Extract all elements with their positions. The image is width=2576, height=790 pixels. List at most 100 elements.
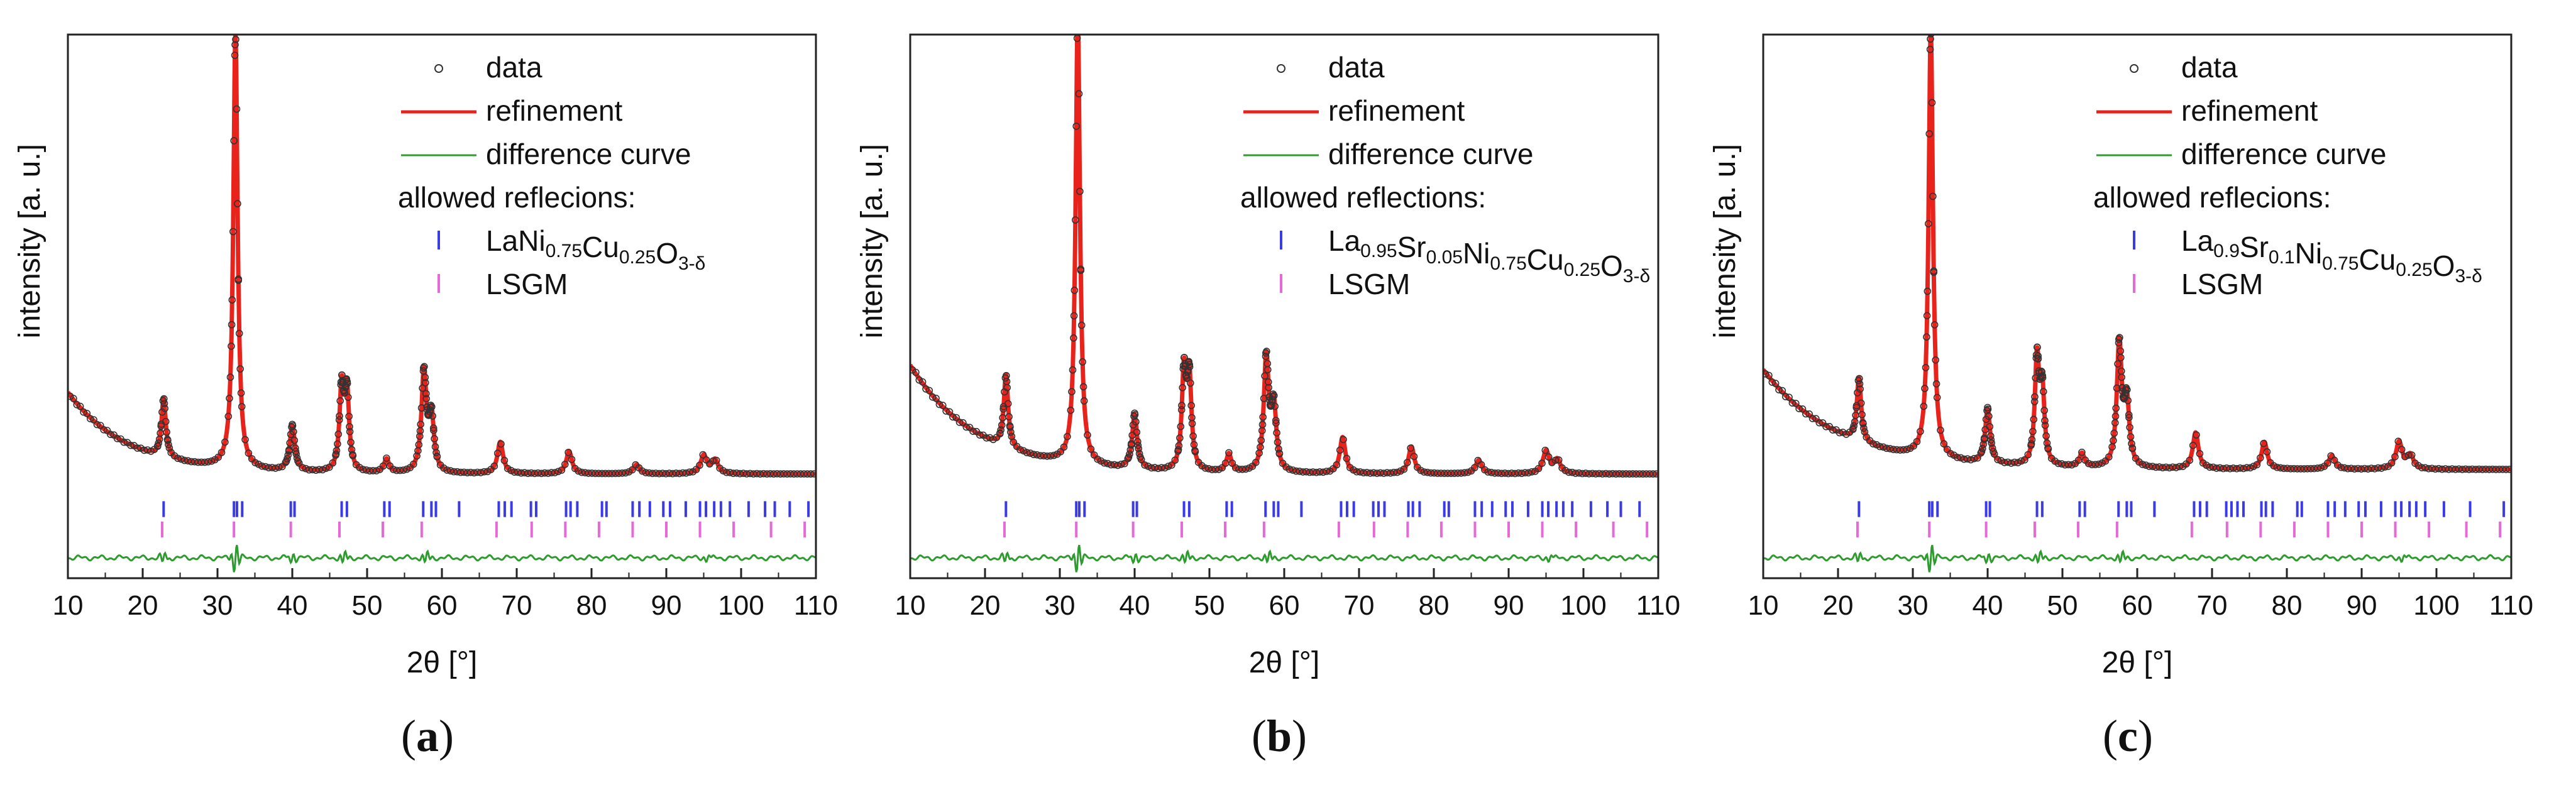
data-point (299, 464, 306, 471)
data-point (349, 451, 356, 459)
data-point (345, 412, 353, 420)
phase1-element: Sr (2240, 231, 2269, 263)
data-point (1970, 454, 1978, 463)
data-point (2017, 457, 2025, 465)
data-point (1269, 396, 1276, 403)
data-point (419, 384, 426, 392)
data-point (1653, 470, 1658, 478)
data-point (1924, 287, 1932, 295)
data-point (1072, 123, 1080, 130)
data-point (696, 461, 703, 469)
legend: data refinement difference curve allowed re… (1240, 51, 1650, 300)
data-point (2213, 464, 2220, 472)
chart-panel-a: 10 20 30 40 50 60 70 80 90 100 110 2θ [°] intensity … (13, 33, 838, 679)
data-point (1267, 402, 1274, 410)
data-point (1775, 386, 1783, 394)
data-point (1990, 447, 1997, 456)
data-point (2273, 463, 2281, 471)
data-point (160, 395, 168, 403)
legend-difference-label: difference curve (2181, 138, 2386, 170)
data-point (1272, 417, 1280, 424)
phase1-element: LaNi (486, 224, 546, 257)
data-point (100, 425, 107, 434)
data-point (389, 466, 397, 473)
legend-difference-label: difference curve (1328, 138, 1533, 170)
data-point (1179, 383, 1186, 392)
phase1-element: Ni (1463, 237, 1490, 270)
data-point (177, 455, 185, 463)
data-point (184, 457, 192, 465)
legend-refinement-label: refinement (486, 94, 623, 127)
data-point (652, 469, 660, 477)
data-point (1856, 375, 1863, 383)
phase1-subscript: 0.75 (2322, 253, 2359, 274)
data-point (497, 440, 505, 448)
data-point (2030, 398, 2039, 405)
data-point (272, 464, 280, 472)
data-point (2078, 448, 2086, 456)
data-point (1360, 469, 1367, 477)
data-point (1932, 356, 1939, 364)
data-point (369, 467, 377, 475)
data-point (1869, 440, 1877, 448)
data-point (1319, 468, 1327, 476)
legend-reflections-title: allowed reflecions: (398, 181, 636, 214)
data-point (443, 466, 451, 474)
data-point (1264, 366, 1272, 374)
data-point (1252, 458, 1260, 466)
data-point (1856, 380, 1864, 388)
data-point (322, 464, 330, 473)
phase1-subscript: 0.75 (546, 241, 582, 261)
data-point (2394, 437, 2403, 446)
data-point (1075, 19, 1081, 25)
data-point (2068, 461, 2076, 469)
plot-area (68, 35, 816, 573)
data-point (1241, 465, 1250, 473)
data-point (1101, 459, 1108, 467)
data-point (1178, 402, 1186, 409)
data-point (554, 468, 562, 476)
data-point (1336, 446, 1344, 454)
data-point (1033, 451, 1041, 459)
data-point (2125, 411, 2133, 419)
data-point (2142, 461, 2150, 469)
data-point (1285, 465, 1294, 473)
data-point (955, 419, 964, 426)
data-point (2128, 444, 2137, 453)
x-tick-label: 30 (1045, 590, 1076, 621)
data-point (1077, 321, 1086, 329)
data-point (2193, 431, 2200, 439)
data-point (429, 412, 437, 420)
panel-label-b: (b) (1251, 711, 1307, 761)
x-tick-label: 110 (1636, 590, 1680, 621)
phase1-element: Cu (1527, 243, 1564, 276)
data-point (2105, 453, 2113, 461)
x-axis-label: 2θ [°] (407, 646, 478, 679)
data-point (2124, 397, 2132, 405)
data-point (238, 403, 246, 410)
data-point (912, 368, 920, 376)
data-point (1267, 401, 1275, 409)
x-axis-label: 2θ [°] (1249, 646, 1320, 679)
data-point (2123, 386, 2131, 393)
x-tick-label: 50 (2047, 590, 2078, 621)
data-point (928, 393, 937, 401)
data-point (217, 449, 226, 456)
data-point (1218, 464, 1226, 472)
data-point (1187, 379, 1194, 387)
data-point (2034, 343, 2041, 351)
data-point (1225, 449, 1233, 457)
data-point (477, 469, 485, 476)
data-point (1181, 360, 1189, 368)
data-point (165, 441, 172, 449)
data-point (432, 449, 440, 456)
data-point (1524, 469, 1533, 477)
data-point (1158, 464, 1165, 472)
data-point (334, 440, 341, 448)
data-point (245, 449, 253, 457)
data-point (1541, 446, 1549, 454)
x-tick-label: 70 (2197, 590, 2228, 621)
data-point (1987, 436, 1995, 444)
x-tick-label: 100 (2413, 590, 2459, 621)
